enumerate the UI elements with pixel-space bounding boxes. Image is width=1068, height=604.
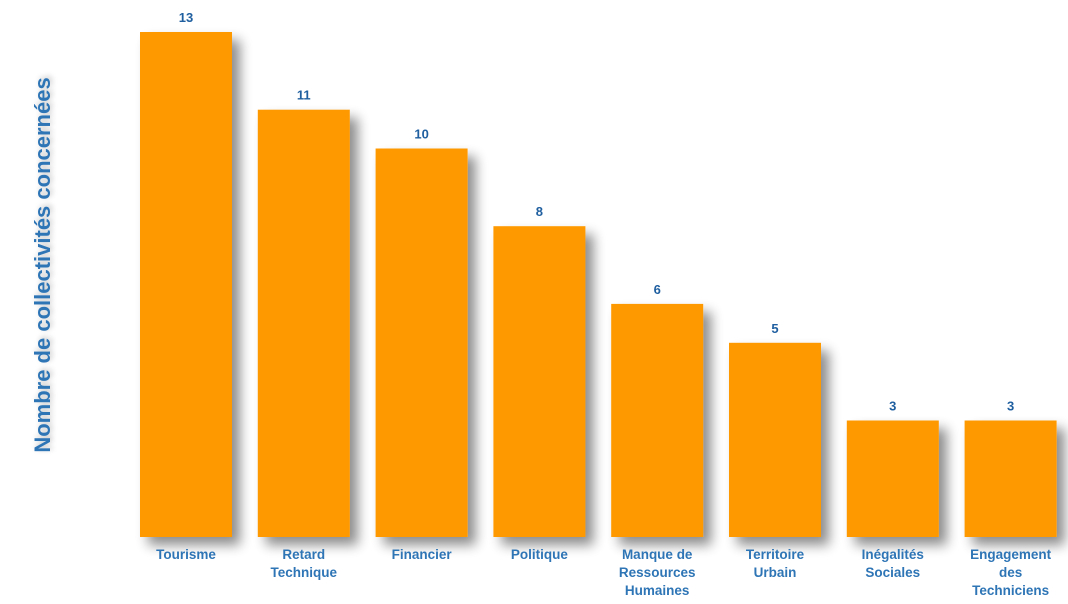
value-label-2: 10 bbox=[414, 127, 428, 142]
category-labels-group: Tourisme Retard Technique Financier Politiqu… bbox=[156, 547, 1051, 598]
category-label-5: Territoire Urbain bbox=[746, 547, 805, 580]
bar-4 bbox=[611, 303, 704, 537]
bar-3 bbox=[493, 226, 586, 537]
value-label-5: 5 bbox=[771, 321, 778, 336]
value-label-0: 13 bbox=[179, 10, 193, 25]
category-label-1: Retard Technique bbox=[271, 547, 338, 580]
bar-6 bbox=[846, 420, 939, 537]
category-label-6: Inégalités Sociales bbox=[862, 547, 924, 580]
bar-5 bbox=[729, 342, 821, 537]
bars-group bbox=[140, 32, 1057, 537]
category-label-7: Engagement des Techniciens bbox=[970, 547, 1052, 598]
value-labels-group: 13 11 10 8 6 5 3 3 bbox=[179, 10, 1014, 414]
y-axis-label: Nombre de collectivités concernées bbox=[30, 77, 55, 452]
value-label-6: 3 bbox=[889, 399, 896, 414]
bar-1 bbox=[257, 109, 350, 537]
bar-0 bbox=[140, 32, 232, 537]
value-label-4: 6 bbox=[654, 282, 661, 297]
bar-2 bbox=[375, 148, 468, 537]
value-label-1: 11 bbox=[297, 88, 311, 103]
category-label-4: Manque de Ressources Humaines bbox=[619, 547, 696, 598]
bar-7 bbox=[964, 420, 1057, 537]
category-label-2: Financier bbox=[392, 547, 453, 562]
value-label-3: 8 bbox=[536, 204, 543, 219]
category-label-3: Politique bbox=[511, 547, 568, 562]
value-label-7: 3 bbox=[1007, 399, 1014, 414]
category-label-0: Tourisme bbox=[156, 547, 216, 562]
